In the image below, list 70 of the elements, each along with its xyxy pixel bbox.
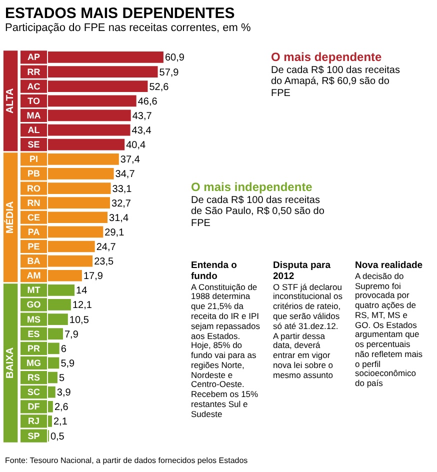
source-note: Fonte: Tesouro Nacional, a partir de dados fornecidos pelos Estados [5,456,248,466]
data-label: 43,4 [132,126,152,137]
text: Nova realidade [355,260,424,272]
y-tick-label: PI [30,154,38,164]
data-label: 37,4 [120,154,140,166]
data-label: 17,9 [83,271,104,282]
data-label: 46,6 [138,96,158,108]
y-tick-label: MA [26,110,42,120]
chart-subtitle: Participação do FPE nas receitas correntes, em % [5,22,251,35]
y-tick-label: PB [28,168,41,179]
y-tick-label: BA [27,256,41,266]
text: MÉDIA [4,201,16,234]
text: De cada R$ 100 das receitas de São Paulo, R$ 0,50 são do FPE [191,194,326,230]
data-label: 23,5 [94,256,114,268]
data-label: 5,9 [60,358,76,370]
text: Entenda o fundo [191,260,238,283]
data-label: 2,1 [54,416,68,428]
y-tick-label: GO [26,300,41,310]
text: A decisão do Supremo foi provocada por quatro ações de RS, MT, MS e GO. Os Estados argumentam que os percentuais não refletem mais o perfil socioeconômico do país [355,270,423,388]
y-tick-label: AC [27,81,41,92]
data-label: 5 [58,373,65,384]
data-label: 52,6 [149,82,170,93]
text: ALTA [5,88,16,114]
text: Disputa para 2012 [273,260,332,283]
data-label: 29,1 [104,227,125,238]
chart-title: ESTADOS MAIS DEPENDENTES [5,5,236,22]
y-tick-label: RJ [28,416,40,426]
y-tick-label: TO [28,96,40,106]
y-tick-label: CE [28,212,40,222]
text: O mais independente [191,180,314,195]
y-tick-label: AL [28,125,40,136]
data-label: 34,7 [115,169,136,180]
y-tick-label: PE [28,242,40,252]
y-tick-label: RN [27,198,40,208]
data-label: 3,9 [56,388,72,399]
data-label: 0,5 [50,431,65,442]
data-label: 32,7 [112,198,132,210]
y-tick-label: SP [28,430,40,441]
y-tick-label: AP [28,52,40,62]
y-tick-label: MT [27,285,41,296]
data-label: 43,7 [132,110,152,122]
text: O mais dependente [271,50,383,65]
y-tick-label: AM [26,270,41,281]
data-label: 57,9 [159,67,180,78]
text: O STF já declarou inconstitucional os critérios de rateio, que serão válidos só até 31.dez.12. A partir dessa data, deverá entrar em vigor nova lei sobre o mesmo assunto [273,282,342,380]
y-tick-label: RO [27,183,41,194]
y-tick-label: PA [28,226,40,237]
data-label: 31,4 [109,212,129,224]
text: BAIXA [5,347,16,379]
text: A Constituição de 1988 determina que 21,5% da receita do IR e IPI sejam repassados aos Estados. Hoje, 85% do fundo vai para as regiões Norte, Nordeste e Centro-Oeste. Recebem os 15% restantes Sul e Sudeste [191,282,260,419]
data-label: 24,7 [96,242,116,253]
y-tick-label: RR [27,66,41,77]
data-label: 12,1 [72,300,92,312]
data-label: 10,5 [69,314,90,326]
data-label: 14 [76,286,88,297]
y-tick-label: ES [28,328,40,339]
data-label: 6 [60,344,67,355]
y-tick-label: PR [28,343,41,354]
y-tick-label: RS [28,372,40,383]
data-label: 40,4 [126,140,146,152]
y-tick-label: MS [27,314,41,324]
y-tick-label: MG [26,358,42,368]
data-label: 60,9 [164,52,185,64]
data-label: 7,9 [64,329,79,340]
data-label: 2,6 [54,402,69,414]
y-tick-label: DF [28,402,40,412]
data-label: 33,1 [112,184,132,195]
y-tick-label: SC [28,387,41,398]
y-tick-label: SE [28,140,40,150]
text: De cada R$ 100 das receitas do Amapá, R$ 60,9 são do FPE [271,64,401,100]
